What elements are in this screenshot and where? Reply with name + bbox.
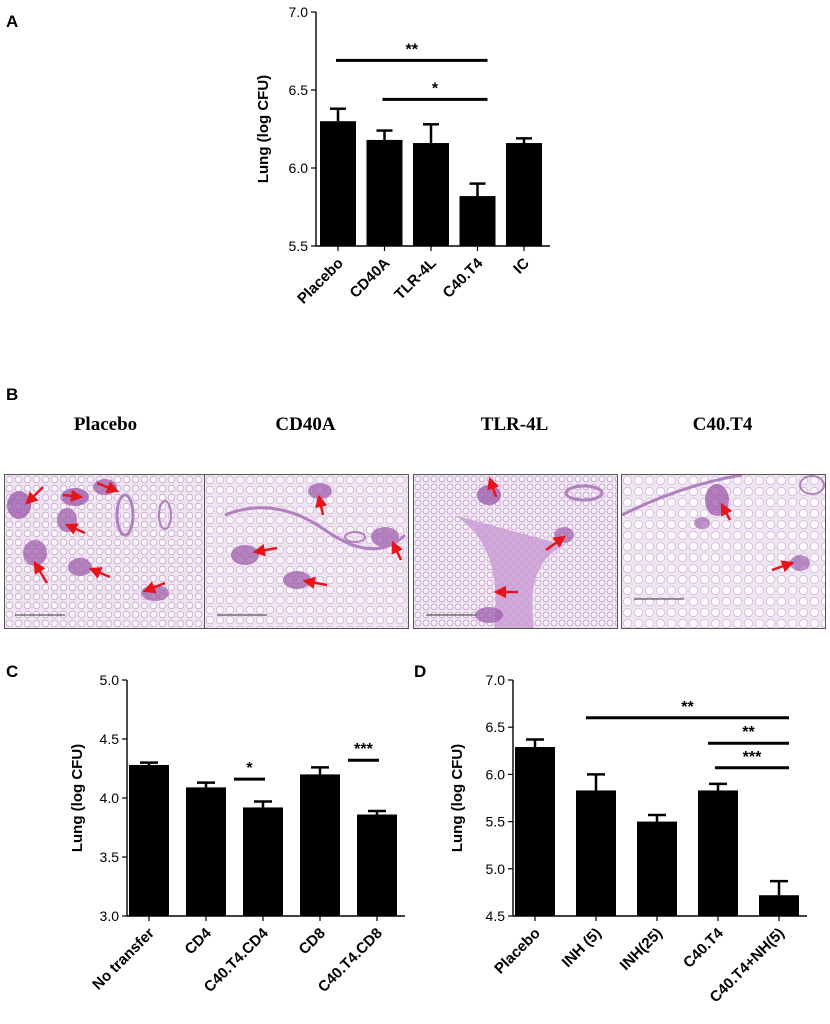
significance-label: ** bbox=[681, 699, 694, 716]
histology-title-tlr4l: TLR-4L bbox=[480, 414, 549, 435]
x-tick-label-c40-t4: C40.T4 bbox=[680, 924, 727, 971]
panel-letter-a: A bbox=[6, 12, 19, 31]
y-tick-label: 6.5 bbox=[289, 82, 309, 98]
lung-section-cd40a bbox=[205, 475, 408, 628]
y-tick-label: 6.0 bbox=[486, 766, 506, 782]
bar-cd8 bbox=[300, 774, 340, 916]
y-tick-label: 7.0 bbox=[486, 672, 506, 688]
significance-label: * bbox=[246, 760, 253, 777]
bar-c40-t4 bbox=[459, 196, 496, 246]
y-axis-label: Lung (log CFU) bbox=[449, 744, 466, 852]
bar-tlr-4l bbox=[413, 143, 449, 246]
bar-c40-t4-nh-5 bbox=[759, 895, 799, 916]
chart-d: 4.5 5.0 5.5 6.0 6.5 7.0 Lung (log CFU) Placebo I… bbox=[449, 672, 807, 1006]
panel-letter-c: C bbox=[6, 662, 19, 681]
x-tick-label-inh-25: INH(25) bbox=[617, 925, 666, 974]
panel-letter-d: D bbox=[414, 662, 427, 681]
bar-placebo bbox=[320, 121, 356, 246]
y-tick-label: 3.0 bbox=[100, 908, 120, 924]
y-tick-label: 3.5 bbox=[100, 849, 120, 865]
x-tick-label-placebo: Placebo bbox=[294, 255, 347, 308]
y-tick-label: 5.0 bbox=[486, 861, 506, 877]
bar-no-transfer bbox=[129, 764, 169, 916]
y-tick-label: 6.5 bbox=[486, 719, 506, 735]
x-tick-label-cd40a: CD40A bbox=[347, 255, 394, 302]
x-tick-label-cd8: CD8 bbox=[296, 925, 329, 958]
bar-placebo bbox=[515, 747, 555, 916]
significance-label: ** bbox=[742, 724, 755, 741]
histology-image-placebo bbox=[4, 474, 209, 629]
y-tick-label: 4.5 bbox=[486, 908, 506, 924]
x-tick-label-tlr-4l: TLR-4L bbox=[391, 255, 440, 304]
lung-section-tlr4l bbox=[414, 475, 617, 628]
y-axis-label: Lung (log CFU) bbox=[255, 75, 272, 183]
histology-image-tlr4l bbox=[413, 474, 618, 629]
y-tick-label: 4.5 bbox=[100, 731, 120, 747]
lung-section-placebo bbox=[5, 475, 208, 628]
x-tick-label-cd4: CD4 bbox=[182, 924, 216, 958]
y-tick-label: 7.0 bbox=[289, 4, 309, 20]
bar-ic bbox=[506, 143, 542, 246]
lung-section-c40t4 bbox=[622, 475, 825, 628]
significance-label: *** bbox=[743, 749, 762, 766]
bar-cd4 bbox=[186, 787, 226, 916]
bar-c40-t4-cd4 bbox=[243, 807, 283, 916]
significance-label: * bbox=[432, 80, 439, 97]
bar-inh-25 bbox=[637, 821, 677, 916]
histology-image-cd40a bbox=[204, 474, 409, 629]
chart-c: 3.0 3.5 4.0 4.5 5.0 Lung (log CFU) No transfer… bbox=[69, 672, 405, 996]
y-tick-label: 5.0 bbox=[100, 672, 120, 688]
histology-title-cd40a: CD40A bbox=[275, 414, 336, 435]
chart-a: 5.5 6.0 6.5 7.0 Lung (log CFU) Placebo CD40ATL… bbox=[255, 4, 550, 308]
x-tick-label-ic: IC bbox=[510, 255, 533, 278]
x-tick-label-inh-5: INH (5) bbox=[559, 925, 605, 971]
x-tick-label-c40-t4: C40.T4 bbox=[440, 254, 487, 301]
x-tick-label-placebo: Placebo bbox=[491, 925, 544, 978]
y-tick-label: 5.5 bbox=[289, 238, 309, 254]
y-tick-label: 4.0 bbox=[100, 790, 120, 806]
bar-c40-t4-cd8 bbox=[357, 814, 397, 916]
histology-image-c40t4 bbox=[621, 474, 826, 629]
y-tick-label: 5.5 bbox=[486, 814, 506, 830]
y-tick-label: 6.0 bbox=[289, 160, 309, 176]
bar-cd40a bbox=[366, 139, 403, 246]
histology-title-placebo: Placebo bbox=[73, 414, 138, 435]
bar-c40-t4 bbox=[698, 790, 738, 916]
panel-letter-b: B bbox=[6, 385, 19, 404]
significance-label: ** bbox=[406, 41, 419, 58]
significance-label: *** bbox=[354, 741, 373, 758]
y-axis-label: Lung (log CFU) bbox=[69, 744, 86, 852]
bar-inh-5 bbox=[576, 790, 616, 916]
x-tick-label-no-transfer: No transfer bbox=[89, 925, 158, 994]
histology-title-c40t4: C40.T4 bbox=[692, 414, 753, 435]
